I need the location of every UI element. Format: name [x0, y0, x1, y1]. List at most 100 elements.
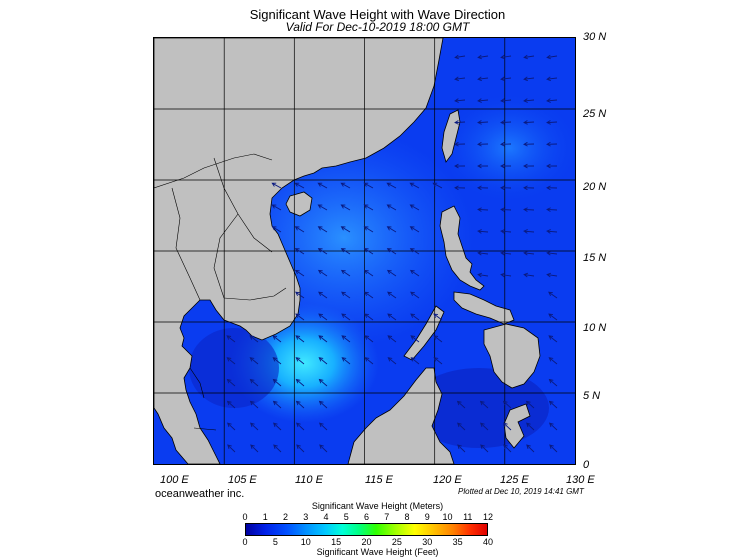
meter-tick-7: 7: [384, 512, 390, 522]
meter-tick-5: 5: [343, 512, 349, 522]
wave-direction-arrow: [500, 272, 512, 278]
meter-tick-3: 3: [303, 512, 309, 522]
wave-direction-arrow: [477, 250, 489, 256]
wave-direction-arrow: [500, 98, 512, 103]
wave-direction-arrow: [363, 204, 374, 211]
wave-direction-arrow: [364, 335, 374, 343]
wave-direction-arrow: [500, 76, 512, 82]
wave-direction-arrow: [363, 226, 374, 233]
colorbar-feet-title: Significant Wave Height (Feet): [316, 547, 439, 557]
wave-direction-arrow: [409, 204, 420, 211]
wave-direction-arrow: [341, 357, 351, 365]
lon-label-100e: 100 E: [160, 474, 189, 486]
wave-direction-arrow: [500, 229, 512, 234]
wave-direction-arrow: [340, 269, 351, 277]
wave-direction-arrow: [454, 120, 466, 125]
wave-direction-arrow: [386, 248, 397, 255]
land-mindanao: [483, 323, 541, 389]
country-borders: [153, 153, 287, 431]
wave-direction-arrow: [454, 163, 466, 169]
wave-direction-arrow: [318, 291, 328, 299]
wave-direction-arrow: [548, 313, 558, 321]
wave-direction-arrow: [546, 98, 558, 103]
feet-tick-20: 20: [361, 537, 372, 547]
wave-direction-arrow: [549, 422, 558, 431]
wave-direction-arrow: [457, 444, 466, 453]
wave-direction-arrow: [548, 291, 558, 299]
wave-direction-arrow: [523, 185, 535, 191]
wave-direction-arrow: [477, 272, 489, 278]
wave-direction-arrow: [249, 335, 259, 343]
wave-direction-arrow: [500, 185, 512, 191]
wave-direction-arrow: [340, 248, 351, 255]
wave-direction-arrow: [410, 357, 420, 365]
feet-tick-0: 0: [242, 537, 248, 547]
wave-direction-arrow: [386, 226, 397, 233]
wave-direction-arrow: [548, 335, 558, 343]
wave-direction-arrow: [523, 98, 535, 103]
wave-direction-arrows: [226, 54, 558, 453]
wave-direction-arrow: [503, 444, 512, 453]
wave-direction-arrow: [477, 163, 489, 169]
wave-direction-arrow: [295, 313, 305, 321]
wave-direction-arrow: [432, 182, 443, 189]
wave-direction-arrow: [249, 378, 259, 387]
wave-direction-arrow: [226, 400, 236, 409]
wave-direction-arrow: [546, 229, 558, 234]
wave-direction-arrow: [295, 400, 305, 409]
wave-direction-arrow: [454, 185, 466, 191]
wave-direction-arrow: [546, 141, 558, 147]
wave-direction-arrow: [226, 335, 236, 343]
wave-direction-arrow: [294, 182, 305, 189]
wave-direction-arrow: [523, 141, 535, 147]
wave-direction-arrow: [410, 291, 420, 299]
wave-direction-arrow: [500, 141, 512, 147]
wave-direction-arrow: [503, 422, 512, 431]
meter-tick-9: 9: [424, 512, 430, 522]
wave-direction-arrow: [454, 98, 466, 103]
wave-direction-arrow: [546, 185, 558, 191]
wave-direction-arrow: [294, 269, 305, 277]
wave-direction-arrow: [546, 54, 558, 60]
wave-direction-arrow: [271, 182, 282, 189]
wave-direction-arrow: [479, 400, 489, 409]
wave-direction-arrow: [525, 400, 535, 409]
wave-direction-arrow: [363, 182, 374, 189]
wave-direction-arrow: [387, 291, 397, 299]
feet-tick-35: 35: [452, 537, 463, 547]
wave-direction-arrow: [477, 207, 489, 212]
wave-direction-arrow: [410, 313, 420, 321]
feet-tick-10: 10: [300, 537, 311, 547]
wave-direction-arrow: [477, 141, 489, 147]
wave-direction-arrow: [523, 229, 535, 234]
meter-tick-0: 0: [242, 512, 248, 522]
wave-direction-arrow: [409, 269, 420, 277]
meter-tick-2: 2: [282, 512, 289, 522]
wave-direction-arrow: [546, 207, 558, 212]
wave-direction-arrow: [226, 357, 236, 365]
wave-direction-arrow: [502, 400, 512, 409]
wave-direction-arrow: [340, 226, 351, 233]
meter-tick-10: 10: [442, 512, 453, 522]
wave-direction-arrow: [271, 226, 282, 233]
wave-direction-arrow: [500, 250, 512, 256]
wave-direction-arrow: [363, 269, 374, 277]
wave-direction-arrow: [317, 248, 328, 255]
wave-direction-arrow: [319, 422, 328, 431]
feet-tick-15: 15: [331, 537, 342, 547]
colorbar-feet-ticks: 0 5 10 15 20 25 30 35 40: [0, 537, 755, 548]
wave-direction-arrow: [227, 444, 236, 453]
wave-direction-arrow: [477, 76, 489, 82]
wave-direction-arrow: [523, 207, 535, 212]
wave-direction-arrow: [317, 204, 328, 211]
wave-direction-arrow: [272, 357, 282, 365]
credit-text: oceanweather inc.: [155, 488, 245, 500]
feet-tick-40: 40: [482, 537, 494, 547]
lon-label-105e: 105 E: [228, 474, 257, 486]
wave-direction-arrow: [364, 291, 374, 299]
wave-direction-arrow: [227, 422, 236, 431]
wave-direction-arrow: [386, 182, 397, 189]
wave-direction-arrow: [272, 400, 282, 409]
wave-direction-arrow: [273, 422, 282, 431]
wave-direction-arrow: [410, 335, 420, 343]
